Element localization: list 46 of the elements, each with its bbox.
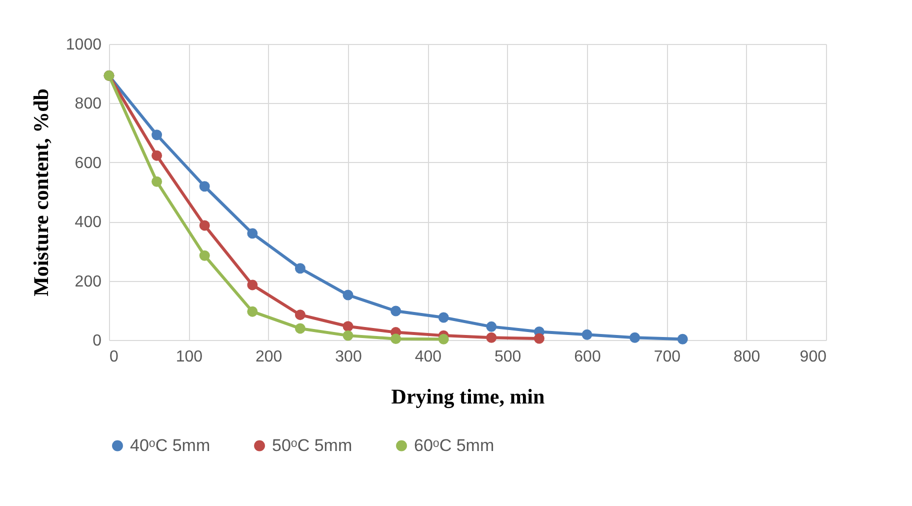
point — [582, 329, 592, 340]
point — [247, 306, 258, 317]
point — [199, 250, 210, 261]
point — [294, 263, 306, 274]
legend-label: 60ᵒC 5mm — [414, 436, 494, 455]
x-tick-label: 700 — [654, 348, 681, 366]
point — [199, 181, 210, 192]
point — [486, 321, 497, 332]
point — [294, 323, 306, 334]
x-tick-label: 300 — [335, 348, 362, 366]
point — [152, 130, 162, 140]
x-axis-title: Drying time, min — [391, 384, 546, 408]
point — [630, 332, 640, 343]
x-tick-label: 400 — [414, 348, 442, 366]
point — [152, 150, 162, 161]
x-tick-label: 100 — [176, 348, 203, 366]
point — [247, 228, 258, 239]
x-tick-label: 200 — [255, 348, 282, 366]
y-tick-label: 400 — [74, 214, 102, 232]
x-tick-label: 900 — [800, 348, 827, 366]
legend-label: 50ᵒC 5mm — [272, 436, 352, 455]
x-tick-label: 800 — [733, 348, 760, 366]
x-tick-label: 500 — [494, 348, 522, 366]
point — [199, 220, 210, 231]
point — [438, 334, 449, 344]
point — [342, 290, 354, 300]
point — [390, 306, 402, 316]
point — [390, 334, 402, 344]
point — [247, 280, 258, 290]
legend-label: 40ᵒC 5mm — [130, 436, 210, 455]
x-tick-label: 0 — [110, 348, 118, 366]
point — [486, 332, 497, 343]
y-axis-title: Moisture content, %db — [28, 88, 53, 296]
y-tick-label: 800 — [74, 96, 102, 113]
x-tick-label: 600 — [574, 348, 601, 366]
point — [294, 310, 306, 320]
y-tick-label: 1000 — [66, 36, 102, 54]
point — [342, 330, 354, 341]
y-tick-label: 200 — [74, 273, 102, 290]
point — [534, 333, 544, 344]
point — [342, 321, 354, 332]
y-tick-label: 0 — [92, 332, 102, 350]
y-tick-label: 600 — [74, 154, 102, 172]
point — [152, 176, 162, 187]
point — [677, 334, 688, 344]
point — [438, 312, 449, 323]
